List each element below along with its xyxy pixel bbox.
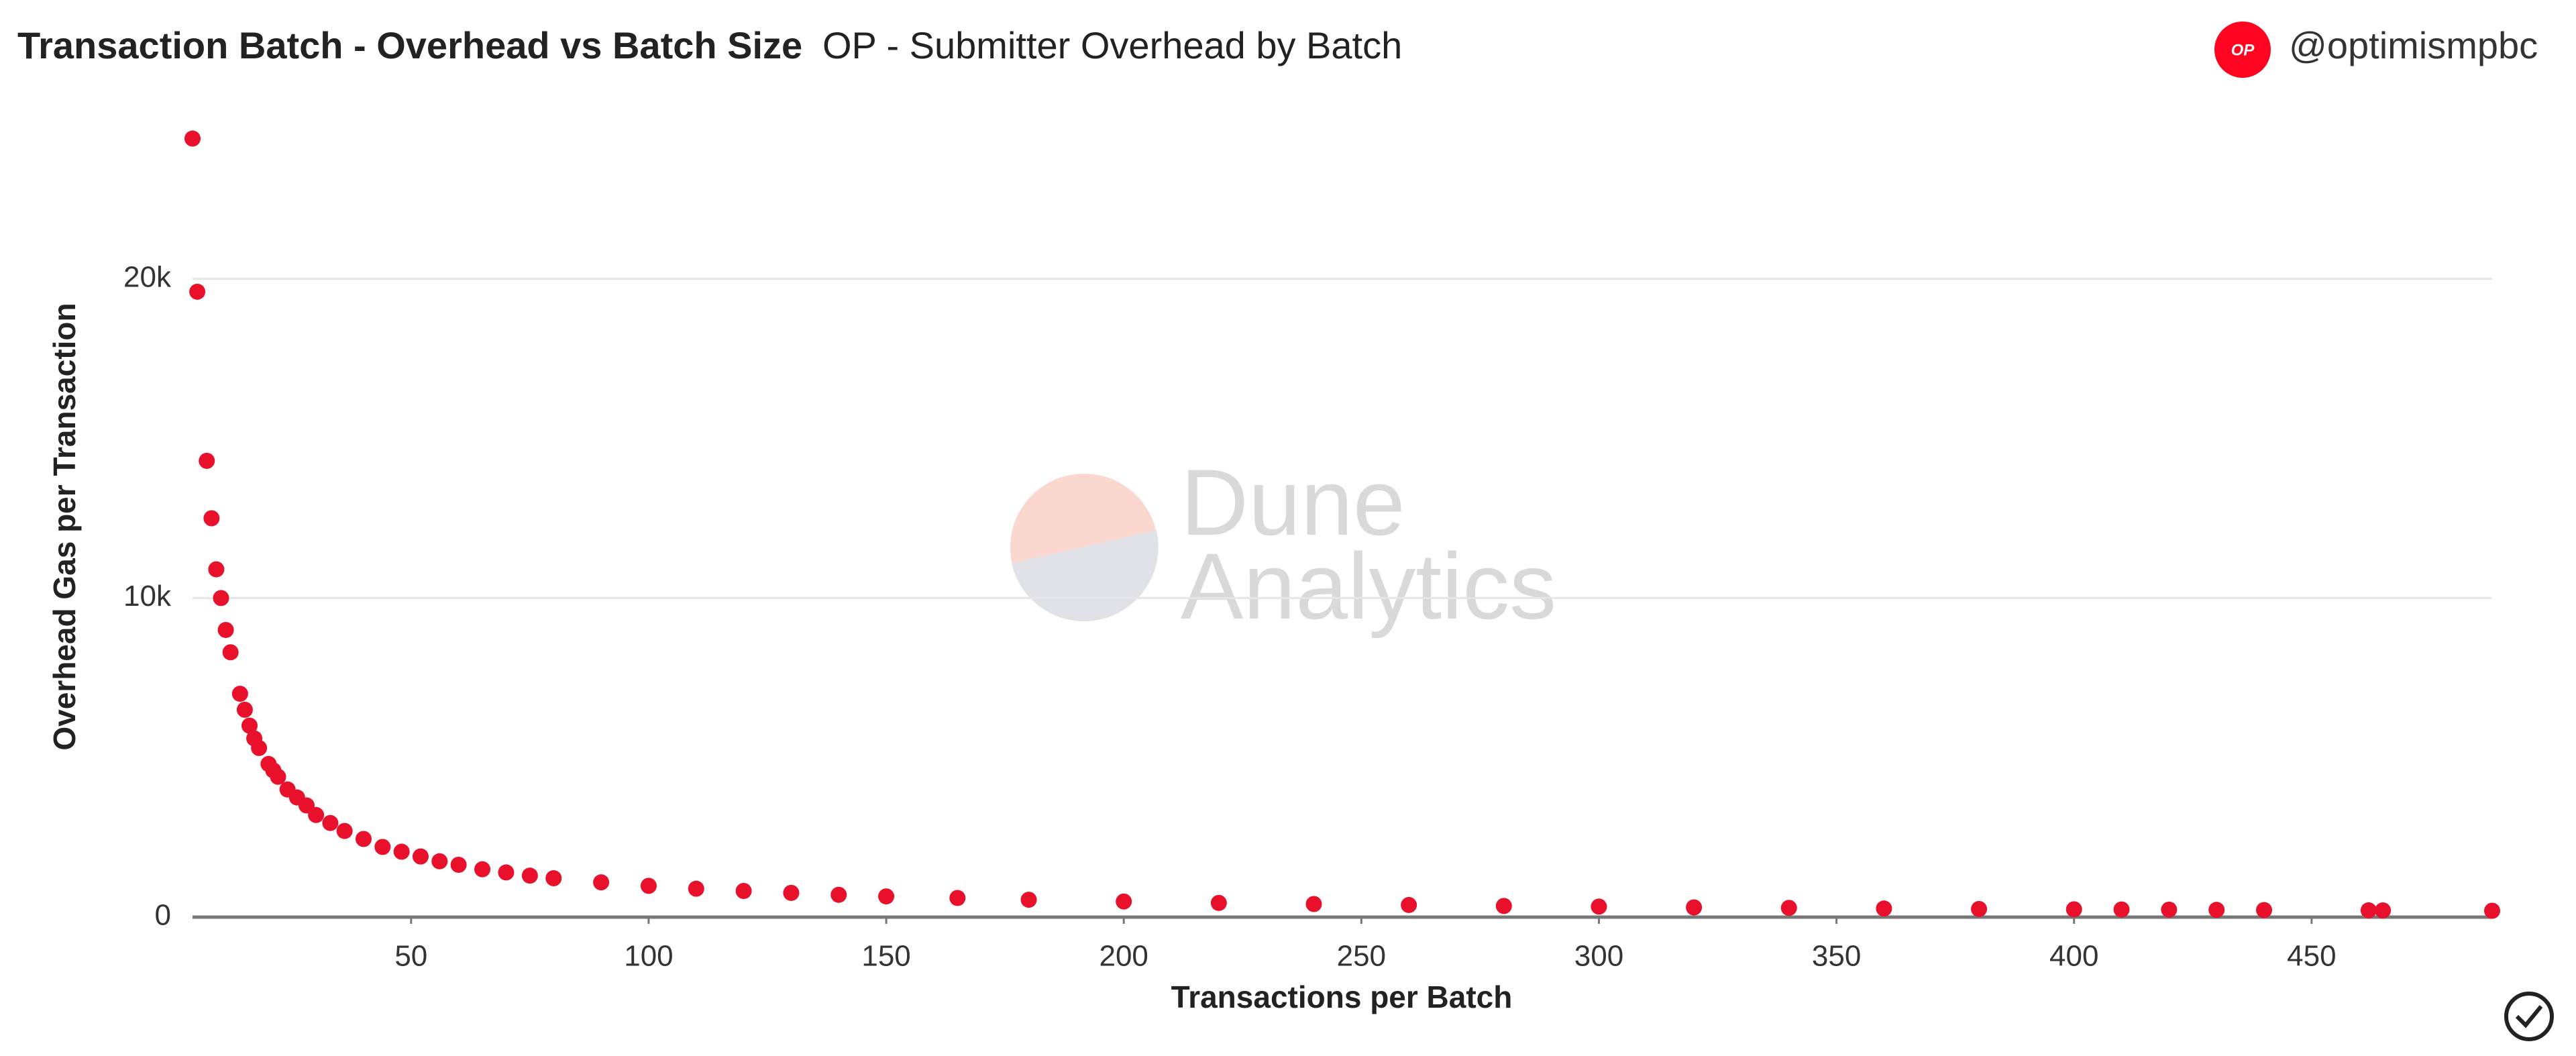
point [231,686,248,702]
y-tick-label: 20k [123,260,172,293]
point [322,814,339,831]
x-tick-label: 450 [2287,940,2336,973]
point [308,806,325,823]
watermark-text: Dune [1181,450,1405,555]
point [640,878,657,894]
point [735,883,752,900]
point [393,843,410,860]
point [2256,902,2273,918]
point [1780,900,1797,916]
point [1876,900,1892,917]
point [783,884,800,901]
point [355,831,372,847]
point [593,874,610,891]
y-tick-label: 10k [123,580,172,613]
x-axis-label: Transactions per Batch [1171,980,1513,1014]
point [1116,893,1132,910]
chart-subtitle: OP - Submitter Overhead by Batch [822,24,1402,66]
watermark: Dune Analytics [1010,450,1556,639]
point [545,869,562,886]
point [2375,902,2392,919]
point [878,888,895,905]
chart-title: Transaction Batch - Overhead vs Batch Si… [17,24,802,66]
point [2113,901,2130,918]
point [241,717,258,734]
y-tick-label: 0 [155,899,171,932]
point [1495,898,1512,914]
point [450,857,467,874]
watermark-text: Analytics [1181,533,1556,639]
point [236,701,253,718]
x-tick-label: 100 [624,940,673,973]
point [189,283,206,300]
point [251,739,268,756]
x-tick-label: 350 [1812,940,1861,973]
point [688,880,704,897]
point [213,590,229,606]
x-tick-label: 250 [1337,940,1386,973]
point [222,644,239,661]
point [217,621,234,638]
point [1401,896,1417,913]
point [2484,902,2500,919]
point [830,886,847,903]
x-tick-label: 50 [394,940,427,973]
point [199,452,215,469]
x-tick-label: 400 [2049,940,2098,973]
point [1020,892,1037,908]
point [270,768,286,785]
point [2208,902,2225,918]
point [374,839,391,855]
point [2161,901,2178,918]
point [2360,902,2377,918]
point [949,890,966,906]
logo-text: OP [2231,41,2255,59]
logo [2214,21,2271,78]
point [1305,896,1322,912]
point [431,853,448,869]
check-circle[interactable] [2504,992,2554,1041]
point [498,864,515,881]
x-tick-label: 300 [1574,940,1623,973]
author: @optimismpbc [2289,24,2538,66]
point [1686,899,1703,916]
x-tick-label: 200 [1099,940,1148,973]
point [1971,900,1988,917]
check-icon[interactable] [2504,992,2554,1041]
plot-area: 0 10k 20k 50 100 150 200 250 300 350 400 450 [123,130,2500,973]
point [1210,894,1227,911]
point [2065,901,2082,918]
check-mark[interactable] [2515,1005,2543,1028]
point [521,867,538,884]
point [1591,898,1607,915]
y-axis-label: Overhead Gas per Transaction [47,303,82,750]
x-tick-label: 150 [861,940,910,973]
point [184,130,201,147]
point [412,848,429,865]
point [208,561,225,578]
point [474,861,491,878]
point [336,823,353,839]
point [203,510,220,527]
